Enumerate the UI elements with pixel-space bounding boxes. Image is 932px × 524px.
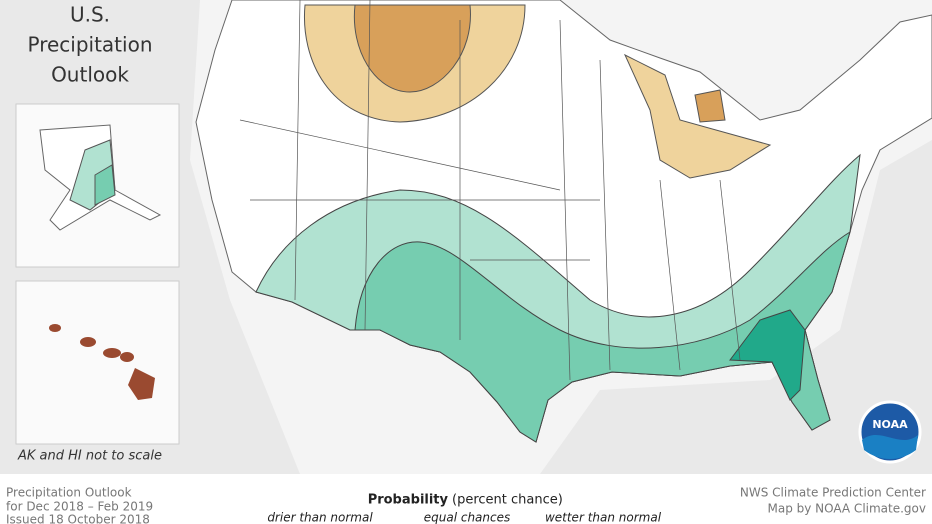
legend-label: wetter than normal bbox=[545, 511, 662, 524]
title-line: Outlook bbox=[51, 63, 129, 87]
legend-label: drier than normal bbox=[267, 511, 373, 524]
title-line: Precipitation bbox=[27, 33, 152, 57]
footer-right: Map by NOAA Climate.gov bbox=[767, 502, 926, 516]
inset-note: AK and HI not to scale bbox=[17, 449, 162, 464]
hawaii bbox=[49, 324, 155, 400]
hawaii-inset bbox=[15, 280, 180, 445]
state-lines bbox=[239, 0, 741, 381]
footer bbox=[0, 474, 932, 524]
alaska-wetter-medium bbox=[94, 164, 116, 206]
footer-right: NWS Climate Prediction Center bbox=[740, 486, 926, 500]
noaa-wave bbox=[862, 435, 918, 459]
logo-text: NOAA bbox=[872, 418, 908, 431]
footer-left: Issued 18 October 2018 bbox=[6, 513, 150, 524]
drier-dark bbox=[353, 4, 471, 93]
legend-subtitle: (percent chance) bbox=[452, 493, 563, 508]
footer-left: Precipitation Outlook bbox=[6, 486, 132, 500]
title-line: U.S. bbox=[70, 3, 110, 27]
drier-lakes bbox=[623, 53, 772, 179]
drier-michigan bbox=[694, 89, 726, 123]
legend-title: Probability bbox=[368, 493, 449, 508]
wetter-dark bbox=[729, 309, 806, 401]
legend-label: equal chances bbox=[424, 511, 511, 524]
footer-left: for Dec 2018 – Feb 2019 bbox=[6, 500, 153, 514]
